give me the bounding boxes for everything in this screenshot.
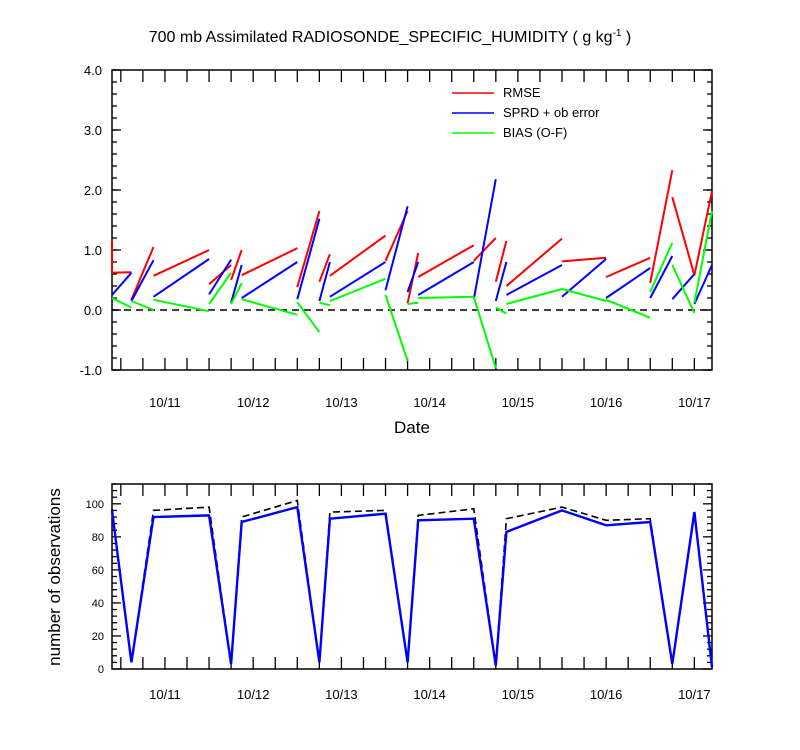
bottom-y-tick-label: 60	[92, 565, 104, 577]
series-line-sprd-ob-error	[417, 261, 475, 296]
series-line-sprd-ob-error	[505, 264, 563, 296]
series-line-sprd-ob-error	[152, 258, 210, 298]
series-line-sprd-ob-error	[384, 205, 409, 291]
series-line-bias-o-f	[241, 298, 298, 316]
series-line-bias-o-f	[230, 282, 243, 305]
obs-line-assimilated	[110, 505, 714, 668]
series-line-sprd-ob-error	[130, 259, 155, 302]
chart-title: 700 mb Assimilated RADIOSONDE_SPECIFIC_H…	[149, 28, 632, 46]
series-line-sprd-ob-error	[111, 272, 133, 296]
y-tick-label: -1.0	[80, 363, 102, 378]
series-line-sprd-ob-error	[318, 261, 331, 302]
series-line-rmse	[130, 246, 155, 301]
series-line-rmse	[153, 249, 210, 277]
series-line-bias-o-f	[208, 272, 232, 305]
series-line-rmse	[505, 237, 563, 287]
series-line-rmse	[296, 210, 321, 288]
legend-label-rmse: RMSE	[503, 85, 541, 100]
series-line-sprd-ob-error	[671, 273, 696, 300]
series-line-bias-o-f	[329, 277, 386, 302]
bottom-x-tick-label: 10/13	[325, 687, 358, 702]
top-series-group	[111, 170, 713, 369]
series-line-rmse	[230, 249, 243, 281]
series-line-bias-o-f	[649, 242, 674, 293]
series-line-bias-o-f	[131, 300, 154, 311]
series-line-rmse	[649, 170, 674, 284]
bottom-x-tick-label: 10/15	[502, 687, 535, 702]
series-line-rmse	[208, 264, 232, 285]
series-line-rmse	[473, 237, 497, 262]
series-line-rmse	[417, 244, 475, 278]
bottom-y-tick-label: 20	[92, 631, 104, 643]
series-line-rmse	[671, 196, 696, 276]
x-tick-label: 10/12	[237, 395, 270, 410]
series-line-bias-o-f	[495, 306, 507, 315]
series-line-bias-o-f	[472, 296, 497, 369]
series-line-bias-o-f	[605, 298, 651, 319]
y-axis-title-observations: number of observations	[45, 488, 64, 666]
bottom-x-tick-label: 10/12	[237, 687, 270, 702]
series-line-sprd-ob-error	[494, 261, 508, 302]
x-tick-label: 10/17	[678, 395, 711, 410]
series-line-bias-o-f	[407, 301, 419, 305]
series-line-sprd-ob-error	[693, 264, 713, 305]
series-line-sprd-ob-error	[208, 259, 232, 295]
series-line-bias-o-f	[506, 288, 563, 305]
series-line-bias-o-f	[418, 295, 474, 299]
series-line-sprd-ob-error	[296, 218, 321, 300]
series-line-sprd-ob-error	[472, 179, 497, 300]
x-tick-label: 10/15	[502, 395, 535, 410]
bottom-x-tick-label: 10/11	[149, 687, 181, 702]
series-line-sprd-ob-error	[329, 261, 387, 298]
y-tick-label: 1.0	[84, 243, 102, 258]
bottom-series-group	[110, 499, 714, 668]
series-line-bias-o-f	[319, 301, 331, 307]
x-tick-label: 10/14	[413, 395, 446, 410]
series-line-bias-o-f	[671, 264, 696, 314]
series-line-rmse	[318, 253, 331, 283]
series-line-rmse	[111, 241, 132, 274]
legend-label-bias: BIAS (O-F)	[503, 125, 567, 140]
series-line-rmse	[494, 240, 508, 283]
x-tick-label: 10/13	[325, 395, 358, 410]
series-line-rmse	[605, 256, 651, 278]
series-line-rmse	[693, 190, 713, 276]
series-line-rmse	[561, 256, 607, 263]
series-line-sprd-ob-error	[649, 255, 674, 299]
y-tick-label: 4.0	[84, 63, 102, 78]
y-tick-label: 3.0	[84, 123, 102, 138]
x-axis-title: Date	[394, 418, 430, 437]
series-line-rmse	[329, 234, 387, 277]
series-line-bias-o-f	[693, 210, 713, 303]
legend: RMSE SPRD + ob error BIAS (O-F)	[452, 85, 600, 140]
series-line-bias-o-f	[153, 298, 210, 313]
x-tick-label: 10/16	[590, 395, 623, 410]
bottom-x-tick-label: 10/16	[590, 687, 623, 702]
bottom-y-tick-label: 40	[92, 598, 104, 610]
legend-label-sprd: SPRD + ob error	[503, 105, 600, 120]
series-line-sprd-ob-error	[406, 261, 420, 293]
bottom-plot-frame	[111, 483, 713, 670]
series-line-sprd-ob-error	[241, 261, 298, 299]
bottom-y-tick-label: 0	[98, 664, 104, 676]
obs-line-possible	[111, 499, 713, 668]
series-line-sprd-ob-error	[230, 264, 243, 304]
bottom-y-tick-label: 80	[92, 532, 104, 544]
y-tick-label: 0.0	[84, 303, 102, 318]
bottom-x-tick-label: 10/17	[678, 687, 711, 702]
top-axes: -1.0 0.0 1.0 2.0 3.0 4.0 10/11 10/12 10/13 10/14 1…	[80, 63, 712, 410]
series-line-bias-o-f	[111, 297, 132, 309]
series-line-rmse	[241, 247, 298, 277]
series-line-bias-o-f	[384, 294, 409, 362]
bottom-y-tick-label: 100	[86, 499, 104, 511]
x-tick-label: 10/11	[149, 395, 181, 410]
series-line-sprd-ob-error	[605, 267, 651, 299]
series-line-bias-o-f	[296, 301, 321, 333]
top-plot-frame	[111, 69, 713, 371]
bottom-x-tick-label: 10/14	[413, 687, 446, 702]
y-tick-label: 2.0	[84, 183, 102, 198]
series-line-bias-o-f	[561, 288, 607, 302]
